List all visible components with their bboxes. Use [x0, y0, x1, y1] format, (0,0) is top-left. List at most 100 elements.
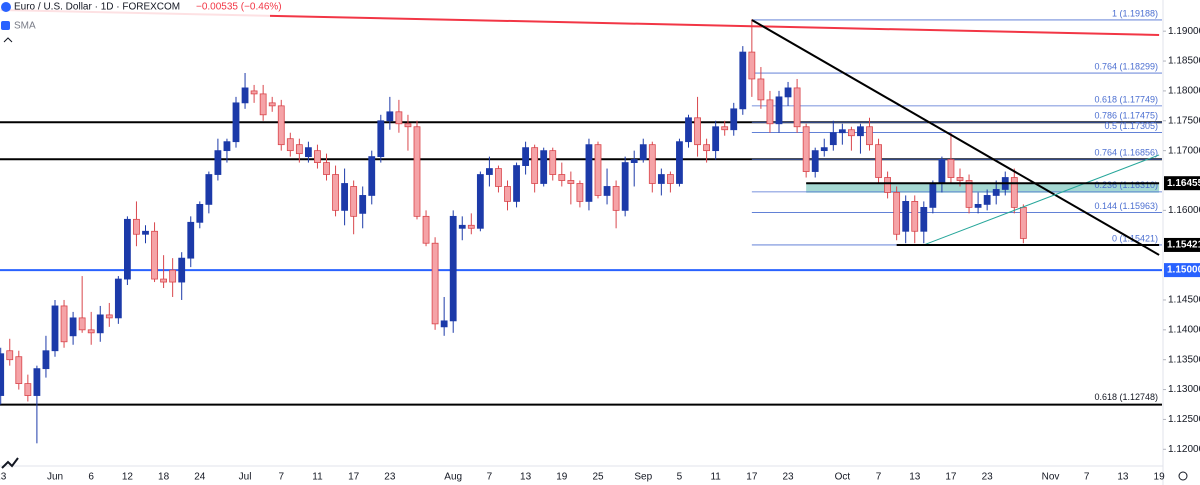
candle-body	[114, 278, 122, 319]
x-tick-label: 5	[677, 472, 683, 483]
candle-body	[350, 186, 358, 217]
candle-body	[377, 120, 385, 158]
candle-body	[712, 126, 720, 152]
candle-body	[685, 117, 692, 143]
candle-body	[268, 102, 276, 107]
y-tick-label: 1.17500	[1168, 115, 1200, 126]
candle-body	[314, 150, 321, 163]
candle-body	[648, 144, 656, 184]
collapse-icon[interactable]	[3, 37, 13, 43]
tv-logo	[1, 457, 19, 469]
y-tick-label: 1.13000	[1168, 384, 1200, 395]
candle-body	[332, 174, 339, 211]
candle-body	[60, 305, 68, 343]
price-box-label: 1.15421	[1167, 240, 1200, 251]
candle-body	[793, 87, 801, 128]
price-change: −0.00535 (−0.46%)	[196, 2, 282, 13]
fib-label: 0.236 (1.16310)	[1094, 180, 1158, 190]
candle-body	[621, 162, 629, 211]
x-tick-label: 11	[312, 472, 323, 483]
candle-body	[838, 129, 846, 134]
candle-body	[630, 159, 638, 163]
candle-body	[983, 195, 991, 205]
y-tick-label: 1.13500	[1168, 354, 1200, 365]
candle-body	[992, 189, 1000, 196]
x-tick-label: 17	[746, 472, 758, 483]
candle-body	[766, 99, 774, 125]
candle-body	[124, 218, 131, 280]
fib-label: 0.764 (1.18299)	[1094, 61, 1158, 71]
fib-label: 0.5 (1.17305)	[1104, 121, 1158, 131]
candle-body	[829, 132, 837, 146]
candle-body	[476, 174, 484, 229]
candle-body	[15, 356, 23, 384]
candle-body	[603, 186, 611, 196]
x-tick-label: Oct	[835, 472, 851, 483]
candle-body	[304, 147, 312, 158]
candle-body	[974, 203, 982, 208]
candle-body	[33, 368, 41, 396]
y-tick-label: 1.14000	[1168, 324, 1200, 335]
candle-body	[160, 278, 168, 283]
candle-body	[178, 257, 186, 283]
candle-body	[721, 126, 729, 131]
y-tick-label: 1.19000	[1168, 26, 1200, 37]
candle-body	[857, 126, 864, 137]
candle-body	[395, 111, 403, 125]
candle-body	[404, 123, 412, 128]
candle-body	[449, 215, 457, 322]
candle-body	[1010, 177, 1018, 208]
candle-body	[422, 215, 430, 244]
candle-body	[368, 156, 376, 196]
trendline	[751, 19, 1160, 256]
candle-body	[667, 174, 674, 184]
candle-body	[259, 93, 267, 116]
x-tick-label: 23	[982, 472, 994, 483]
settings-icon[interactable]	[1178, 471, 1188, 481]
x-tick-label: 18	[158, 472, 170, 483]
indicator-name[interactable]: SMA	[14, 21, 36, 32]
x-tick-label: 7	[278, 472, 284, 483]
candle-body	[504, 186, 511, 202]
y-tick-label: 1.18500	[1168, 56, 1200, 67]
candle-body	[802, 126, 810, 172]
x-tick-label: 13	[909, 472, 921, 483]
price-box	[1164, 263, 1200, 278]
candle-body	[386, 111, 394, 122]
candle-body	[214, 150, 222, 175]
x-tick-label: 19	[556, 472, 568, 483]
candle-body	[105, 314, 113, 319]
x-tick-label: Jul	[239, 472, 252, 483]
candle-body	[241, 87, 249, 104]
candle-body	[495, 168, 502, 187]
candle-body	[676, 141, 683, 184]
x-tick-label: 7	[1084, 472, 1090, 483]
candle-body	[277, 105, 285, 146]
x-tick-label: Jun	[47, 472, 63, 483]
x-tick-label: 7	[487, 472, 493, 483]
candle-body	[142, 230, 149, 235]
candle-body	[657, 174, 665, 184]
x-tick-label: Nov	[1042, 472, 1060, 483]
x-tick-label: 17	[348, 472, 360, 483]
candle-body	[911, 201, 919, 232]
symbol-icon	[1, 2, 11, 12]
price-box-label: 1.15000	[1167, 265, 1200, 276]
candle-body	[576, 183, 584, 202]
candle-body	[413, 126, 421, 217]
candle-body	[151, 230, 158, 280]
x-tick-label: Aug	[444, 472, 462, 483]
x-tick-label: Sep	[634, 472, 652, 483]
candle-body	[848, 129, 855, 137]
x-tick-label: 11	[710, 472, 721, 483]
fib-label: 0.144 (1.15963)	[1094, 201, 1158, 211]
candle-body	[169, 269, 177, 283]
candle-body	[431, 242, 439, 325]
candle-body	[458, 224, 466, 229]
x-tick-label: 23	[0, 472, 7, 483]
candle-body	[730, 108, 738, 131]
candle-body	[739, 51, 747, 110]
candle-body	[920, 206, 928, 232]
candle-body	[232, 102, 240, 143]
symbol-title: Euro / U.S. Dollar · 1D · FOREXCOM	[14, 2, 180, 13]
